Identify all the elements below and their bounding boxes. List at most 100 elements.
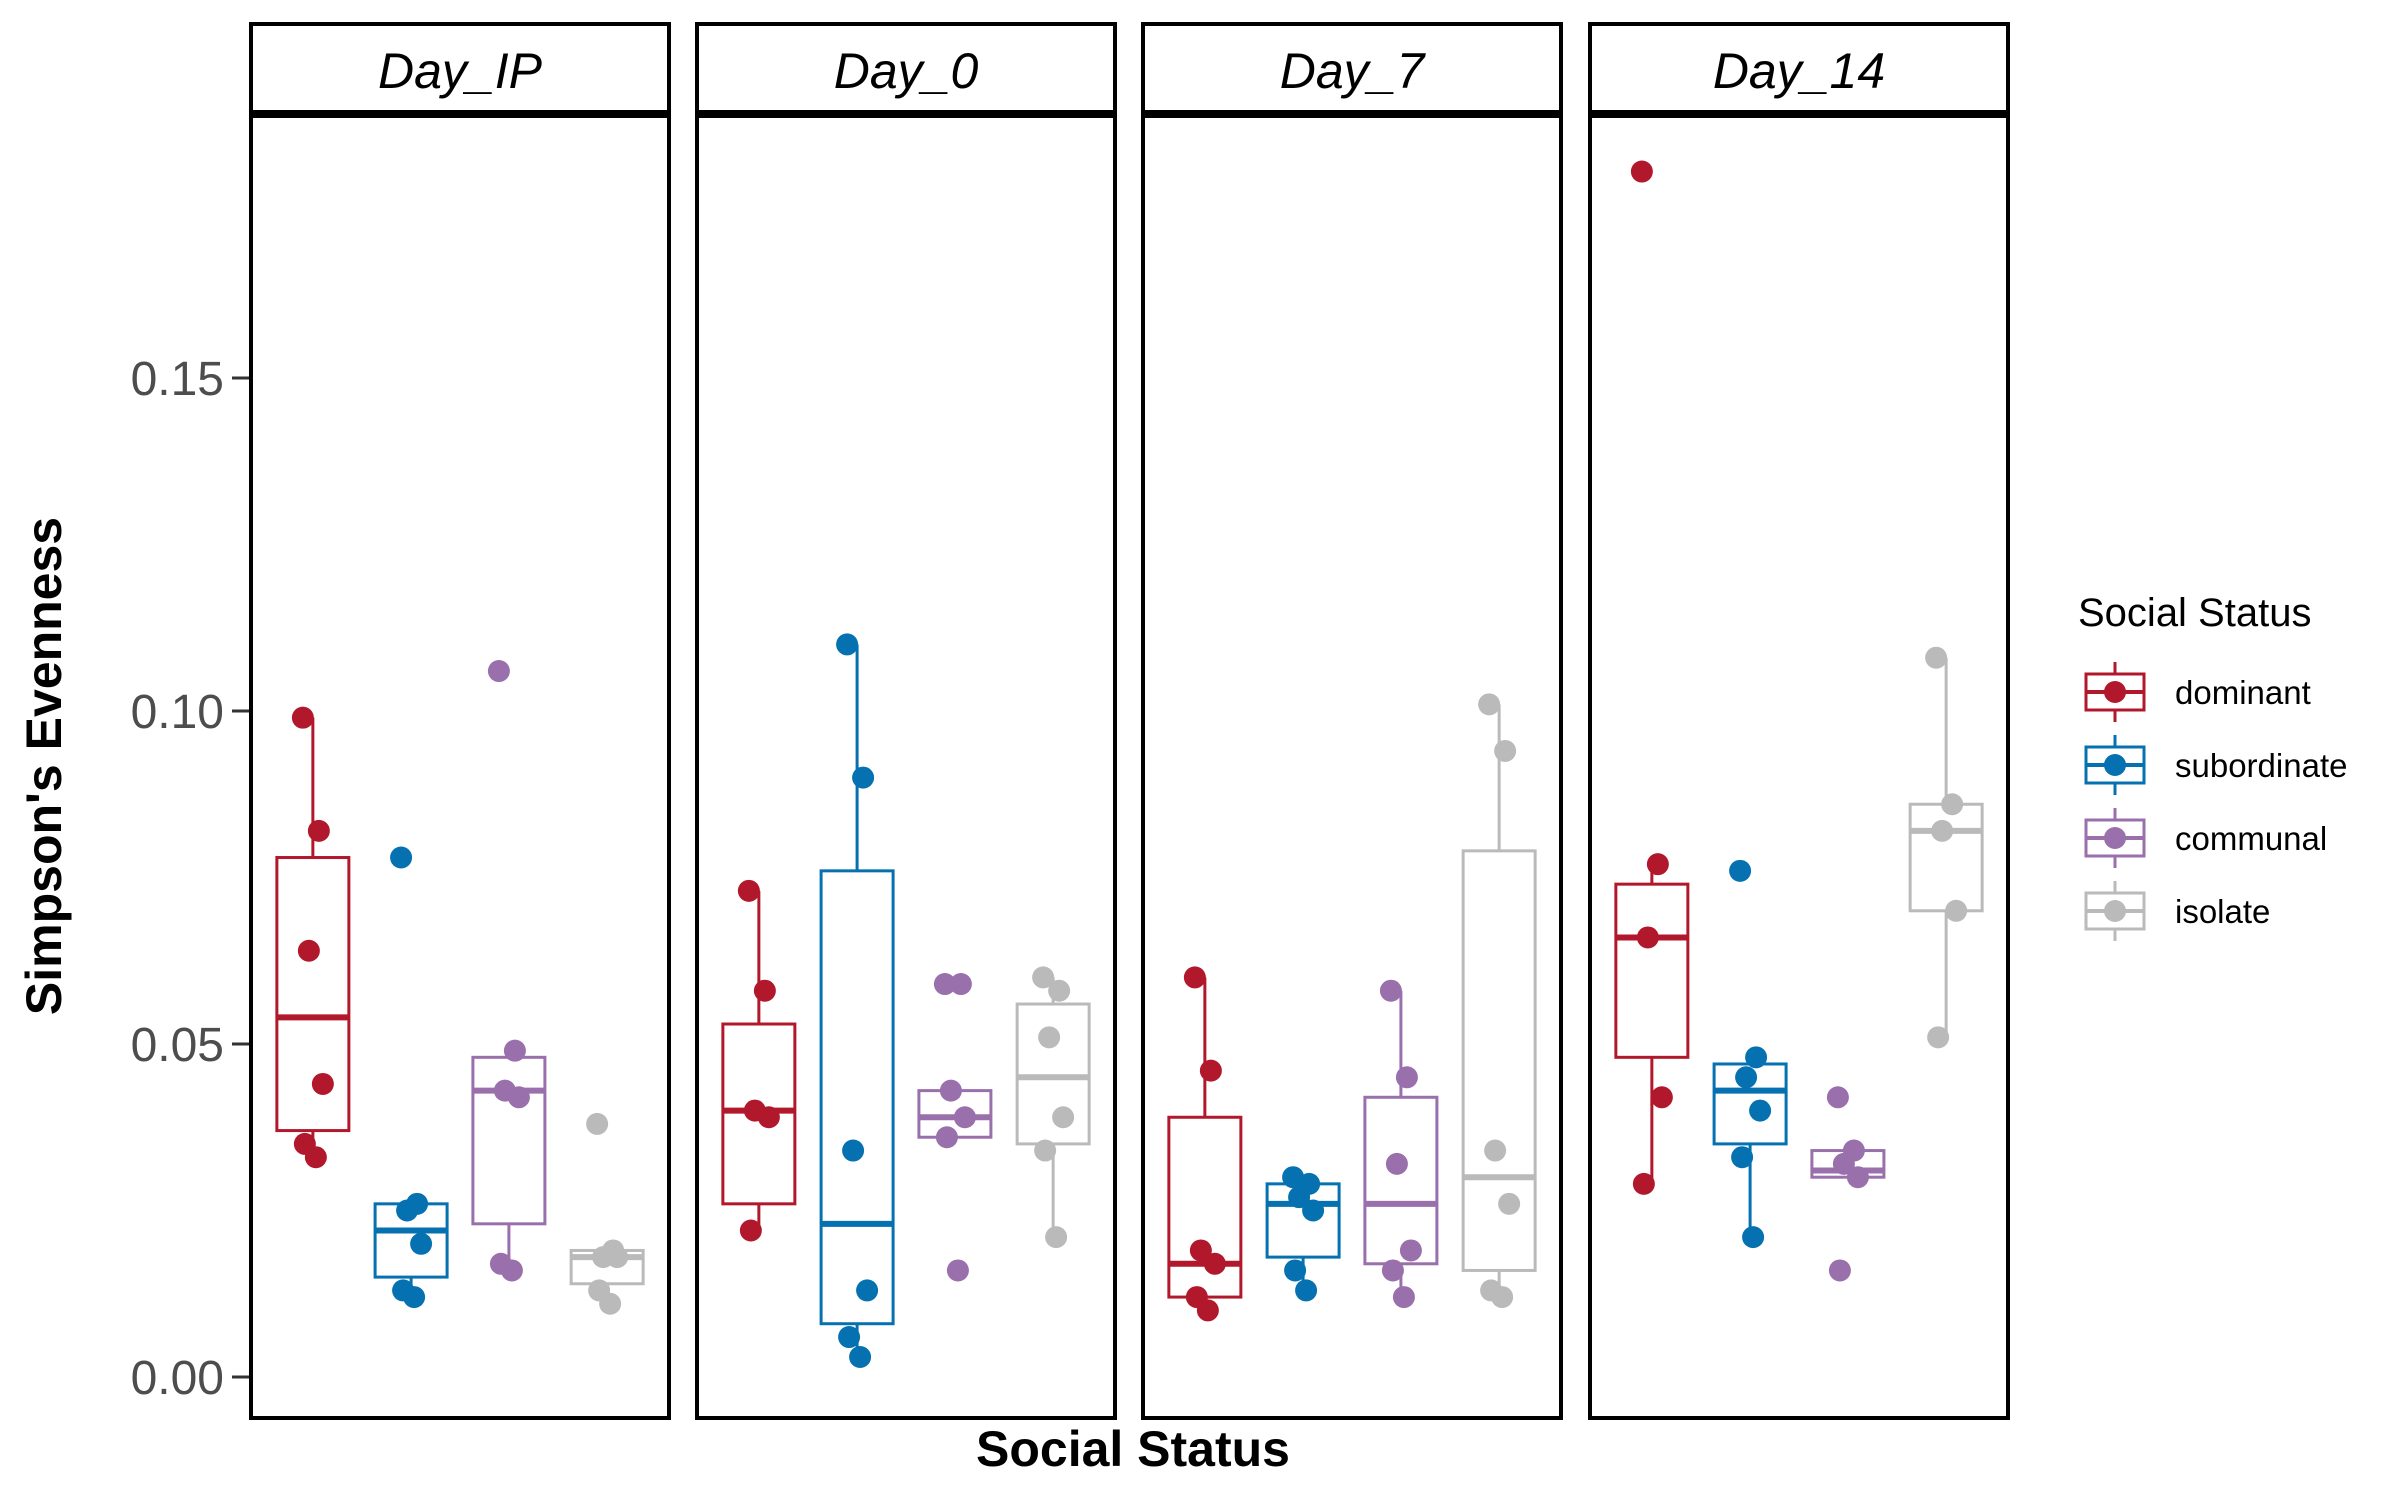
data-point (1379, 979, 1402, 1002)
data-point (1826, 1086, 1849, 1109)
data-point (1941, 793, 1964, 816)
boxplot-communal (917, 973, 993, 1282)
data-point (1650, 1086, 1673, 1109)
data-point (753, 979, 776, 1002)
data-point (1199, 1059, 1222, 1082)
data-point (1636, 926, 1659, 949)
data-point (1646, 853, 1669, 876)
data-point (1632, 1172, 1655, 1195)
data-point (1828, 1259, 1851, 1282)
facet-panel-border (1588, 114, 2010, 1420)
boxplot-subordinate (373, 846, 449, 1309)
data-point (856, 1279, 879, 1302)
data-point (737, 879, 760, 902)
data-point (946, 1259, 969, 1282)
iqr-box (819, 869, 895, 1326)
data-point (1189, 1239, 1212, 1262)
legend: Social Status dominant subordinate communa… (2078, 591, 2347, 941)
facet-panel-border (249, 114, 671, 1420)
boxplot-communal (471, 660, 547, 1282)
legend-key-point (2104, 681, 2126, 703)
boxplot-isolate (1461, 693, 1537, 1309)
data-point (1045, 1226, 1068, 1249)
data-point (933, 973, 956, 996)
data-point (1052, 1106, 1075, 1129)
boxplot-subordinate (1265, 1166, 1341, 1302)
facet-strip (1588, 22, 2010, 114)
data-point (1183, 966, 1206, 989)
data-point (1302, 1199, 1325, 1222)
legend-key-point (2104, 827, 2126, 849)
data-point (599, 1292, 622, 1315)
legend-key-communal: communal (2084, 808, 2327, 868)
boxplot-isolate (1015, 966, 1091, 1249)
data-point (1484, 1139, 1507, 1162)
data-point (1048, 979, 1071, 1002)
data-point (1284, 1259, 1307, 1282)
data-point (739, 1219, 762, 1242)
data-point (1385, 1152, 1408, 1175)
data-point (403, 1286, 426, 1309)
data-point (307, 819, 330, 842)
data-point (842, 1139, 865, 1162)
data-point (953, 1106, 976, 1129)
iqr-box (1363, 1095, 1439, 1266)
legend-key-isolate: isolate (2084, 881, 2270, 941)
boxplot-communal (1810, 1086, 1886, 1282)
panels-layer: Day_IP Day_0 Day_7 Day_14 (249, 22, 2010, 1420)
legend-key-point (2104, 754, 2126, 776)
facet-panel-border (695, 114, 1117, 1420)
boxplot-dominant (1167, 966, 1243, 1322)
data-point (507, 1086, 530, 1109)
facet-panel-day-ip: Day_IP (249, 22, 671, 1420)
data-point (1729, 859, 1752, 882)
data-point (1478, 693, 1501, 716)
data-point (1491, 1286, 1514, 1309)
data-point (935, 1126, 958, 1149)
boxplot-subordinate (819, 633, 895, 1369)
legend-key-point (2104, 900, 2126, 922)
iqr-box (275, 856, 351, 1133)
facet-strip-label: Day_IP (378, 43, 543, 99)
data-point (311, 1072, 334, 1095)
data-point (939, 1079, 962, 1102)
data-point (1742, 1226, 1765, 1249)
legend-label: communal (2175, 820, 2327, 857)
data-point (500, 1259, 523, 1282)
data-point (1925, 646, 1948, 669)
iqr-box (1015, 1002, 1091, 1146)
data-point (291, 706, 314, 729)
data-point (949, 973, 972, 996)
data-point (503, 1039, 526, 1062)
data-point (838, 1326, 861, 1349)
data-point (852, 766, 875, 789)
facet-panel-border (1141, 114, 1563, 1420)
facet-panel-day-7: Day_7 (1141, 22, 1563, 1420)
data-point (1032, 966, 1055, 989)
facet-panel-day-14: Day_14 (1588, 22, 2010, 1420)
iqr-box (1167, 1115, 1243, 1299)
facet-strip-label: Day_7 (1280, 43, 1427, 99)
data-point (1288, 1186, 1311, 1209)
data-point (390, 846, 413, 869)
data-point (1630, 160, 1653, 183)
boxplot-isolate (1908, 646, 1984, 1049)
data-point (1392, 1286, 1415, 1309)
data-point (1381, 1259, 1404, 1282)
facet-strip (249, 22, 671, 114)
boxplot-dominant (275, 706, 351, 1169)
data-point (1494, 739, 1517, 762)
data-point (1931, 819, 1954, 842)
facet-panel-day-0: Day_0 (695, 22, 1117, 1420)
facet-strip (695, 22, 1117, 114)
y-axis-title: Simpson's Evenness (16, 517, 72, 1015)
data-point (606, 1246, 629, 1269)
legend-label: isolate (2175, 893, 2270, 930)
boxplot-dominant (1614, 160, 1690, 1195)
data-point (1295, 1279, 1318, 1302)
y-axis: 0.00 0.05 0.10 0.15 (131, 353, 249, 1405)
data-point (586, 1112, 609, 1135)
y-tick-label: 0.10 (131, 686, 224, 739)
